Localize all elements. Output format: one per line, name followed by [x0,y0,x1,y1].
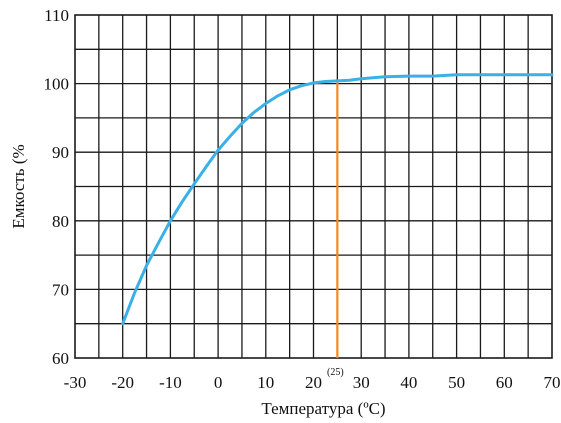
x-tick-label: -30 [64,373,87,392]
y-tick-label: 110 [44,6,69,25]
y-tick-label: 100 [44,75,70,94]
annotations: (25) [327,367,344,378]
x-tick-label: -10 [159,373,182,392]
x-tick-label: 30 [353,373,370,392]
y-tick-label: 70 [52,280,69,299]
y-tick-label: 60 [52,349,69,368]
x-tick-label: 40 [400,373,417,392]
x-tick-label: 0 [214,373,223,392]
x-tick-labels: -30 -20 -10 0 10 20 30 40 50 60 70 [64,373,561,392]
x-tick-label: 20 [305,373,322,392]
x-tick-label: -20 [111,373,134,392]
y-tick-label: 80 [52,212,69,231]
y-tick-labels: 60 70 80 90 100 110 [44,6,70,368]
y-tick-label: 90 [52,143,69,162]
y-axis-label: Емкость (% [9,144,28,228]
x-tick-label: 10 [257,373,274,392]
series-line-0 [121,73,554,326]
x-tick-label: 70 [544,373,561,392]
x-axis-label: Температура (ºC) [261,399,385,418]
plot-frame [74,14,553,359]
x-tick-label: 60 [496,373,513,392]
grid [75,15,552,358]
data-layer [121,73,554,358]
annotation-label: (25) [327,367,344,378]
x-tick-label: 50 [448,373,465,392]
